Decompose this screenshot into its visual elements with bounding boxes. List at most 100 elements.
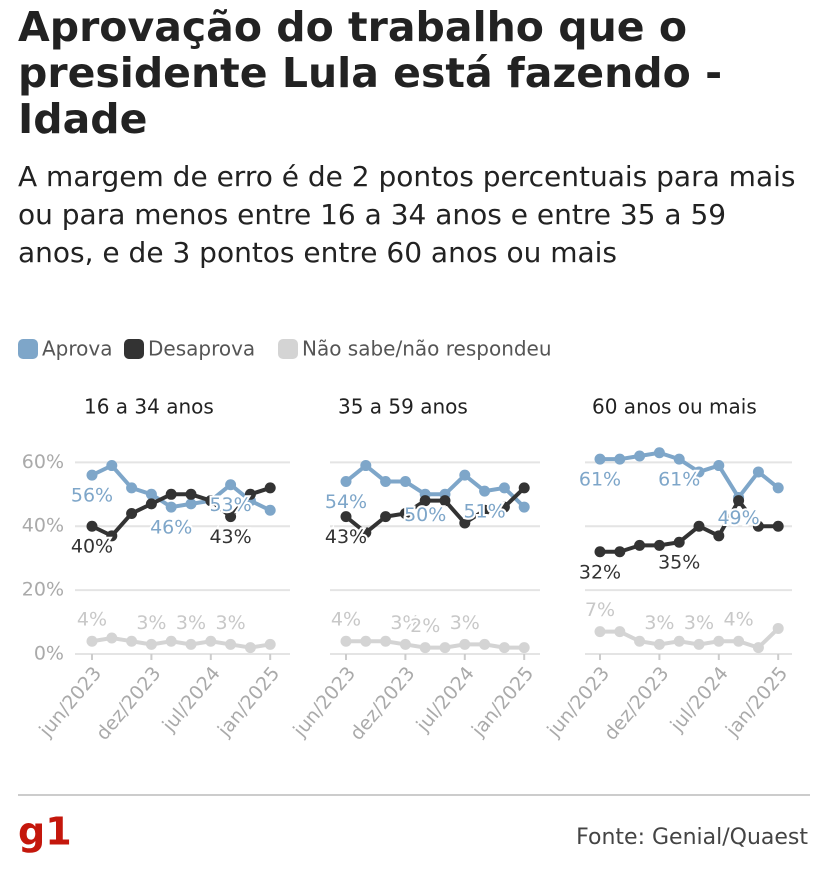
data-label: 54% bbox=[325, 491, 367, 513]
data-label: 4% bbox=[77, 609, 107, 631]
line bbox=[346, 639, 525, 650]
point bbox=[340, 476, 352, 488]
data-label: 61% bbox=[658, 469, 700, 491]
y-tick-label: 20% bbox=[22, 579, 64, 601]
point bbox=[106, 632, 118, 644]
data-label: 7% bbox=[585, 599, 615, 621]
data-label: 3% bbox=[390, 612, 420, 634]
legend-swatch bbox=[278, 339, 298, 359]
data-label: 32% bbox=[579, 561, 621, 583]
point bbox=[185, 638, 197, 650]
line bbox=[600, 497, 779, 554]
point bbox=[360, 527, 372, 539]
data-label: 3% bbox=[450, 612, 480, 634]
point bbox=[614, 626, 626, 638]
point bbox=[126, 635, 138, 647]
point bbox=[498, 482, 510, 494]
point bbox=[106, 530, 118, 542]
data-label: 3% bbox=[684, 612, 714, 634]
x-tick-label: jan/2025 bbox=[213, 663, 284, 742]
point bbox=[165, 635, 177, 647]
point bbox=[145, 498, 157, 510]
point bbox=[614, 546, 626, 558]
point bbox=[614, 453, 626, 465]
data-label: 40% bbox=[71, 536, 113, 558]
point bbox=[86, 469, 98, 481]
point bbox=[106, 460, 118, 472]
point bbox=[772, 520, 784, 532]
point bbox=[479, 504, 491, 516]
point bbox=[264, 504, 276, 516]
data-label: 61% bbox=[579, 469, 621, 491]
point bbox=[752, 520, 764, 532]
point bbox=[673, 635, 685, 647]
title: Aprovação do trabalho que o presidente L… bbox=[18, 3, 723, 143]
point bbox=[419, 495, 431, 507]
point bbox=[772, 482, 784, 494]
point bbox=[653, 539, 665, 551]
point bbox=[419, 642, 431, 654]
point bbox=[634, 635, 646, 647]
point bbox=[86, 635, 98, 647]
point bbox=[439, 642, 451, 654]
point bbox=[380, 511, 392, 523]
point bbox=[752, 466, 764, 478]
point bbox=[459, 469, 471, 481]
data-label: 3% bbox=[216, 612, 246, 634]
panel-title: 60 anos ou mais bbox=[592, 395, 757, 419]
line bbox=[600, 450, 780, 501]
data-label: 43% bbox=[325, 526, 367, 548]
point bbox=[165, 501, 177, 513]
point bbox=[340, 635, 352, 647]
point bbox=[518, 482, 530, 494]
point bbox=[693, 638, 705, 650]
point bbox=[360, 460, 372, 472]
y-tick-label: 0% bbox=[34, 643, 64, 665]
point bbox=[399, 638, 411, 650]
point bbox=[479, 638, 491, 650]
point bbox=[225, 638, 237, 650]
line bbox=[91, 463, 272, 513]
legend-swatch bbox=[18, 339, 38, 359]
point bbox=[653, 638, 665, 650]
legend-label: Não sabe/não respondeu bbox=[302, 337, 552, 361]
data-label: 49% bbox=[717, 507, 759, 529]
data-label: 4% bbox=[724, 609, 754, 631]
point bbox=[225, 511, 237, 523]
point bbox=[225, 479, 237, 491]
line bbox=[91, 486, 271, 539]
point bbox=[479, 485, 491, 497]
y-tick-label: 40% bbox=[22, 515, 64, 537]
source: Fonte: Genial/Quaest bbox=[576, 825, 808, 850]
point bbox=[145, 488, 157, 500]
point bbox=[713, 635, 725, 647]
point bbox=[185, 488, 197, 500]
point bbox=[518, 501, 530, 513]
y-tick-label: 60% bbox=[22, 451, 64, 473]
point bbox=[380, 476, 392, 488]
point bbox=[126, 507, 138, 519]
point bbox=[733, 495, 745, 507]
line bbox=[344, 462, 526, 509]
point bbox=[360, 635, 372, 647]
legend-swatch bbox=[124, 339, 144, 359]
data-label: 35% bbox=[658, 552, 700, 574]
point bbox=[459, 517, 471, 529]
point bbox=[713, 530, 725, 542]
panel-title: 35 a 59 anos bbox=[338, 395, 468, 419]
point bbox=[145, 638, 157, 650]
data-label: 4% bbox=[331, 609, 361, 631]
data-label: 3% bbox=[176, 612, 206, 634]
point bbox=[459, 638, 471, 650]
legend-label: Desaprova bbox=[148, 337, 255, 361]
point bbox=[693, 520, 705, 532]
point bbox=[498, 642, 510, 654]
point bbox=[498, 501, 510, 513]
point bbox=[244, 642, 256, 654]
point bbox=[653, 447, 665, 459]
line bbox=[344, 486, 526, 536]
line bbox=[600, 627, 780, 650]
point bbox=[264, 482, 276, 494]
